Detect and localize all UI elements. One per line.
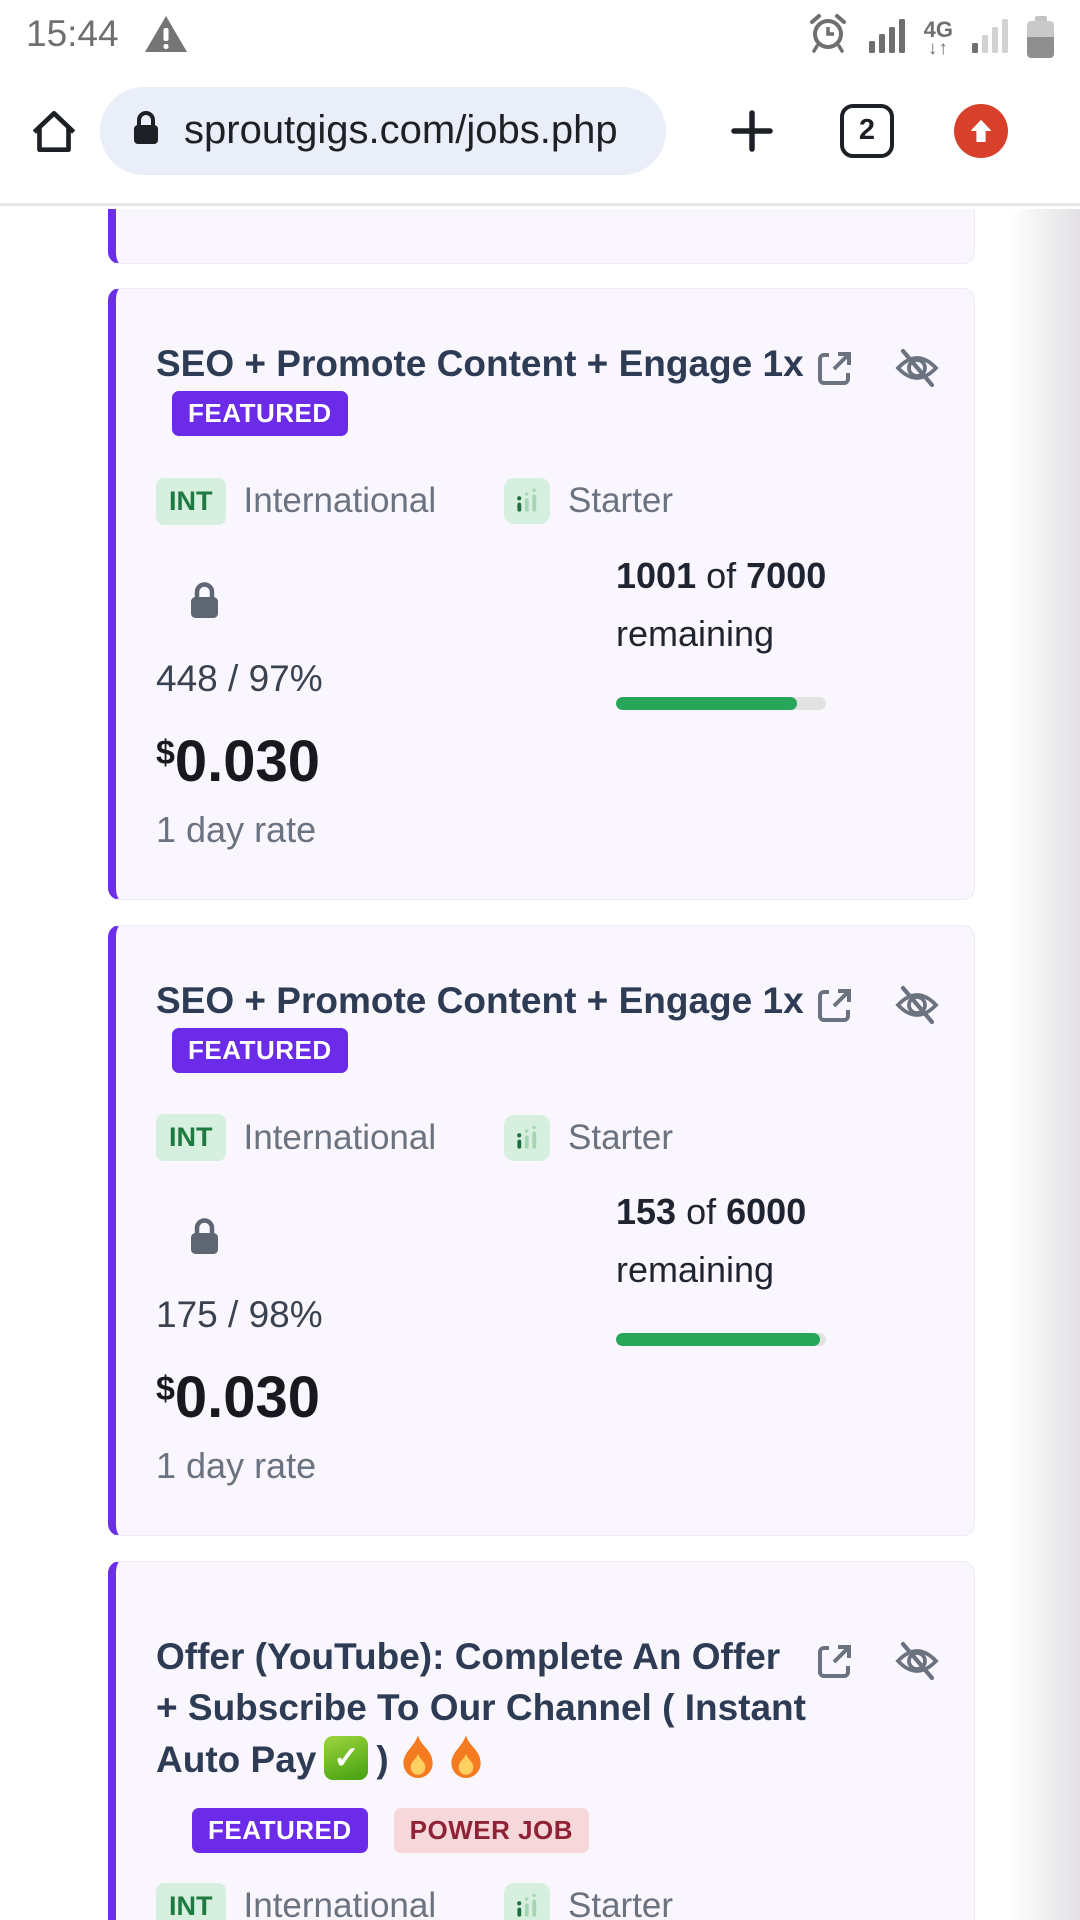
network-type-indicator: 4G ↓↑ [923,16,953,59]
tier-level-icon [504,1114,550,1161]
success-rate-stat: 448 / 97% [156,657,323,699]
fire-emoji-icon [447,1733,485,1792]
status-time: 15:44 [26,13,119,54]
job-card-partial[interactable] [108,209,975,264]
url-bar[interactable]: sproutgigs.com/jobs.php [100,86,666,175]
job-price: $0.030 [156,728,321,794]
arrow-up-icon [971,119,991,142]
remaining-label: remaining [616,1249,775,1291]
featured-badge: FEATURED [192,1808,368,1853]
chrome-update-button[interactable] [954,103,1008,158]
rate-label: 1 day rate [156,808,317,850]
lock-icon [186,1217,616,1264]
job-card[interactable]: SEO + Promote Content + Engage 1xFEATURE… [108,288,975,900]
progress-bar [616,696,826,710]
success-rate-stat: 175 / 98% [156,1294,323,1336]
browser-toolbar: sproutgigs.com/jobs.php 2 [0,58,1080,206]
tier-name: Starter [568,1886,674,1920]
job-title: SEO + Promote Content + Engage 1xFEATURE… [156,339,804,440]
tier-level-icon [504,1883,550,1920]
region-name: International [243,1886,437,1920]
power-job-badge: POWER JOB [393,1808,590,1853]
progress-bar [616,1333,826,1347]
secure-lock-icon [130,109,162,152]
open-external-link-icon[interactable] [812,982,858,1028]
check-emoji-icon [324,1735,369,1780]
new-tab-button[interactable] [728,107,776,155]
hide-job-eye-off-icon[interactable] [894,982,940,1028]
featured-badge: FEATURED [172,391,348,436]
job-price: $0.030 [156,1365,321,1431]
alarm-clock-icon [806,10,850,59]
open-external-link-icon[interactable] [812,1638,858,1684]
region-name: International [243,481,437,521]
signal-strength-sim2-icon [971,14,1009,59]
lock-icon [186,581,616,628]
rate-label: 1 day rate [156,1445,317,1487]
page-content: SEO + Promote Content + Engage 1xFEATURE… [0,209,1080,1920]
open-external-link-icon[interactable] [812,345,858,391]
progress-fill [616,696,797,710]
job-title: SEO + Promote Content + Engage 1xFEATURE… [156,976,804,1077]
home-button[interactable] [26,103,82,159]
signal-strength-icon [868,14,906,59]
remaining-label: remaining [616,612,775,654]
hide-job-eye-off-icon[interactable] [894,345,940,391]
job-title: Offer (YouTube): Complete An Offer + Sub… [156,1632,812,1792]
tier-name: Starter [568,1117,674,1157]
job-card[interactable]: SEO + Promote Content + Engage 1xFEATURE… [108,924,975,1537]
url-text: sproutgigs.com/jobs.php [184,108,618,152]
progress-fill [616,1333,820,1347]
page-edge-shadow [984,209,1080,1920]
region-badge: INT [156,1114,226,1162]
tab-switcher-button[interactable]: 2 [840,103,894,158]
url-fade [614,86,666,175]
status-bar: 15:44 4G [0,0,1080,58]
remaining-count: 153 of 6000 [616,1191,807,1233]
job-card[interactable]: Offer (YouTube): Complete An Offer + Sub… [108,1561,975,1920]
status-right-cluster: 4G ↓↑ [806,10,1054,59]
battery-icon [1027,15,1054,58]
hide-job-eye-off-icon[interactable] [894,1638,940,1684]
tab-count: 2 [858,114,876,146]
region-badge: INT [156,477,226,525]
warning-triangle-icon [143,14,189,54]
data-arrows-icon: ↓↑ [927,37,949,59]
region-name: International [243,1117,437,1157]
remaining-count: 1001 of 7000 [616,554,827,596]
fire-emoji-icon [399,1733,437,1792]
tier-name: Starter [568,481,674,521]
tier-level-icon [504,478,550,525]
region-badge: INT [156,1882,226,1920]
featured-badge: FEATURED [172,1027,348,1073]
